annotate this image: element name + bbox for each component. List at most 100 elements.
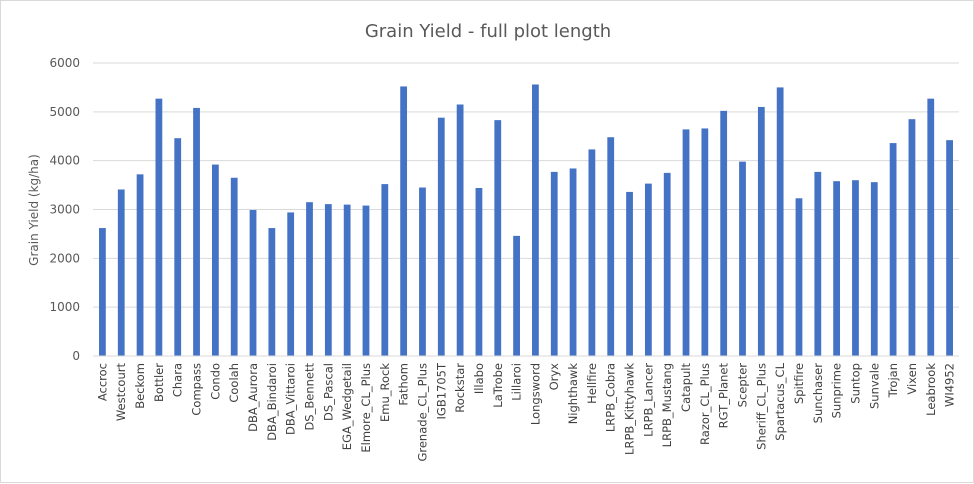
x-tick-label: Spartacus_CL: [773, 362, 787, 440]
x-tick-label: LRPB_Cobra: [604, 363, 618, 432]
x-tick-label: Sunchaser: [811, 363, 825, 424]
x-tick-label: Scepter: [736, 363, 750, 408]
chart-title: Grain Yield - full plot length: [365, 21, 611, 42]
y-tick-label: 6000: [49, 56, 80, 70]
y-axis-ticks: 0 1000 2000 3000 4000 5000 6000: [49, 56, 80, 363]
x-tick-label: Westcourt: [114, 363, 128, 422]
bar: [475, 188, 483, 356]
x-tick-label: Longsword: [528, 363, 542, 425]
x-tick-label: Accroc: [95, 363, 109, 401]
bar: [230, 177, 238, 356]
bar: [306, 202, 313, 356]
bar: [381, 184, 389, 356]
x-tick-label: Oryx: [547, 363, 561, 391]
bar: [437, 117, 445, 356]
x-tick-label: Trojan: [886, 363, 900, 398]
bar: [701, 128, 709, 356]
bar: [494, 120, 502, 356]
x-tick-label: Compass: [190, 363, 204, 416]
bar: [776, 87, 784, 357]
x-tick-label: LRPB_Lancer: [641, 363, 655, 437]
bar: [663, 172, 671, 357]
y-tick-label: 2000: [49, 251, 80, 265]
bar: [513, 235, 520, 356]
bar: [532, 84, 539, 357]
x-tick-label: Grenade_CL_Plus: [415, 363, 429, 462]
bar: [400, 86, 408, 356]
x-tick-label: DS_Bennett: [303, 363, 317, 431]
x-tick-label: DBA_Aurora: [246, 363, 260, 432]
bar: [174, 138, 182, 356]
bar: [795, 198, 803, 356]
bar: [99, 228, 106, 356]
x-tick-label: Sunprime: [830, 363, 844, 418]
gridlines: [93, 62, 959, 308]
y-tick-label: 5000: [49, 105, 80, 119]
bar: [946, 140, 953, 356]
bar: [324, 204, 332, 356]
bar: [343, 204, 351, 356]
x-tick-label: IGB1705T: [434, 362, 448, 419]
bar: [626, 191, 633, 356]
x-axis-labels: Accroc Westcourt Beckom Bottler Chara Compass…: [95, 362, 956, 462]
x-tick-label: Coolah: [227, 363, 241, 403]
bar: [268, 228, 276, 356]
bar: [852, 180, 859, 356]
x-tick-label: WI4952: [943, 363, 957, 407]
bar: [870, 182, 878, 356]
x-tick-label: Catapult: [679, 363, 693, 412]
bar: [211, 164, 219, 356]
x-tick-label: Bottler: [152, 363, 166, 402]
bar: [419, 187, 426, 356]
y-axis-title: Grain Yield (kg/ha): [27, 154, 41, 266]
x-tick-label: EGA_Wedgetail: [340, 363, 354, 450]
x-tick-label: Suntop: [848, 363, 862, 404]
bar: [569, 168, 577, 356]
x-tick-label: DBA_Bindaroi: [265, 363, 279, 441]
x-tick-label: LaTrobe: [491, 363, 505, 408]
bar: [287, 212, 295, 356]
bar: [136, 174, 144, 356]
bar: [908, 119, 916, 356]
x-tick-label: Chara: [171, 363, 185, 397]
x-tick-label: Leabrook: [924, 363, 938, 416]
y-tick-label: 0: [72, 349, 80, 363]
bar: [456, 104, 464, 356]
x-tick-label: Rockstar: [453, 363, 467, 413]
bar: [889, 143, 897, 356]
bar: [155, 98, 163, 357]
x-tick-label: LRPB_Mustang: [660, 363, 674, 447]
x-tick-label: LRPB_Kittyhawk: [623, 363, 637, 455]
x-tick-label: Elmore_CL_Plus: [359, 363, 373, 453]
x-tick-label: DBA_Vittaroi: [284, 363, 298, 435]
x-tick-label: Nighthawk: [566, 363, 580, 425]
bars: [99, 84, 953, 357]
bar: [607, 137, 615, 356]
bar: [757, 106, 765, 356]
x-tick-label: Sheriff_CL_Plus: [754, 363, 768, 450]
bar: [814, 171, 822, 356]
y-tick-label: 1000: [49, 300, 80, 314]
x-tick-label: DS_Pascal: [321, 363, 335, 421]
x-tick-label: Condo: [208, 363, 222, 400]
bar: [249, 209, 257, 356]
x-tick-label: Hellfire: [585, 363, 599, 404]
x-tick-label: Sunvale: [867, 363, 881, 409]
bar: [927, 98, 935, 357]
y-tick-label: 4000: [49, 154, 80, 168]
x-tick-label: Fathom: [397, 363, 411, 406]
bar: [588, 149, 596, 356]
x-tick-label: Razor_CL_Plus: [698, 363, 712, 445]
x-tick-label: Vixen: [905, 363, 919, 395]
bar: [550, 171, 558, 356]
bar: [644, 183, 652, 356]
x-tick-label: Emu_Rock: [378, 363, 392, 422]
x-tick-label: Illabo: [472, 363, 486, 394]
x-tick-label: Lillaroi: [510, 363, 524, 401]
bar: [720, 110, 728, 356]
y-tick-label: 3000: [49, 203, 80, 217]
bar: [682, 129, 690, 356]
bar: [362, 205, 370, 356]
